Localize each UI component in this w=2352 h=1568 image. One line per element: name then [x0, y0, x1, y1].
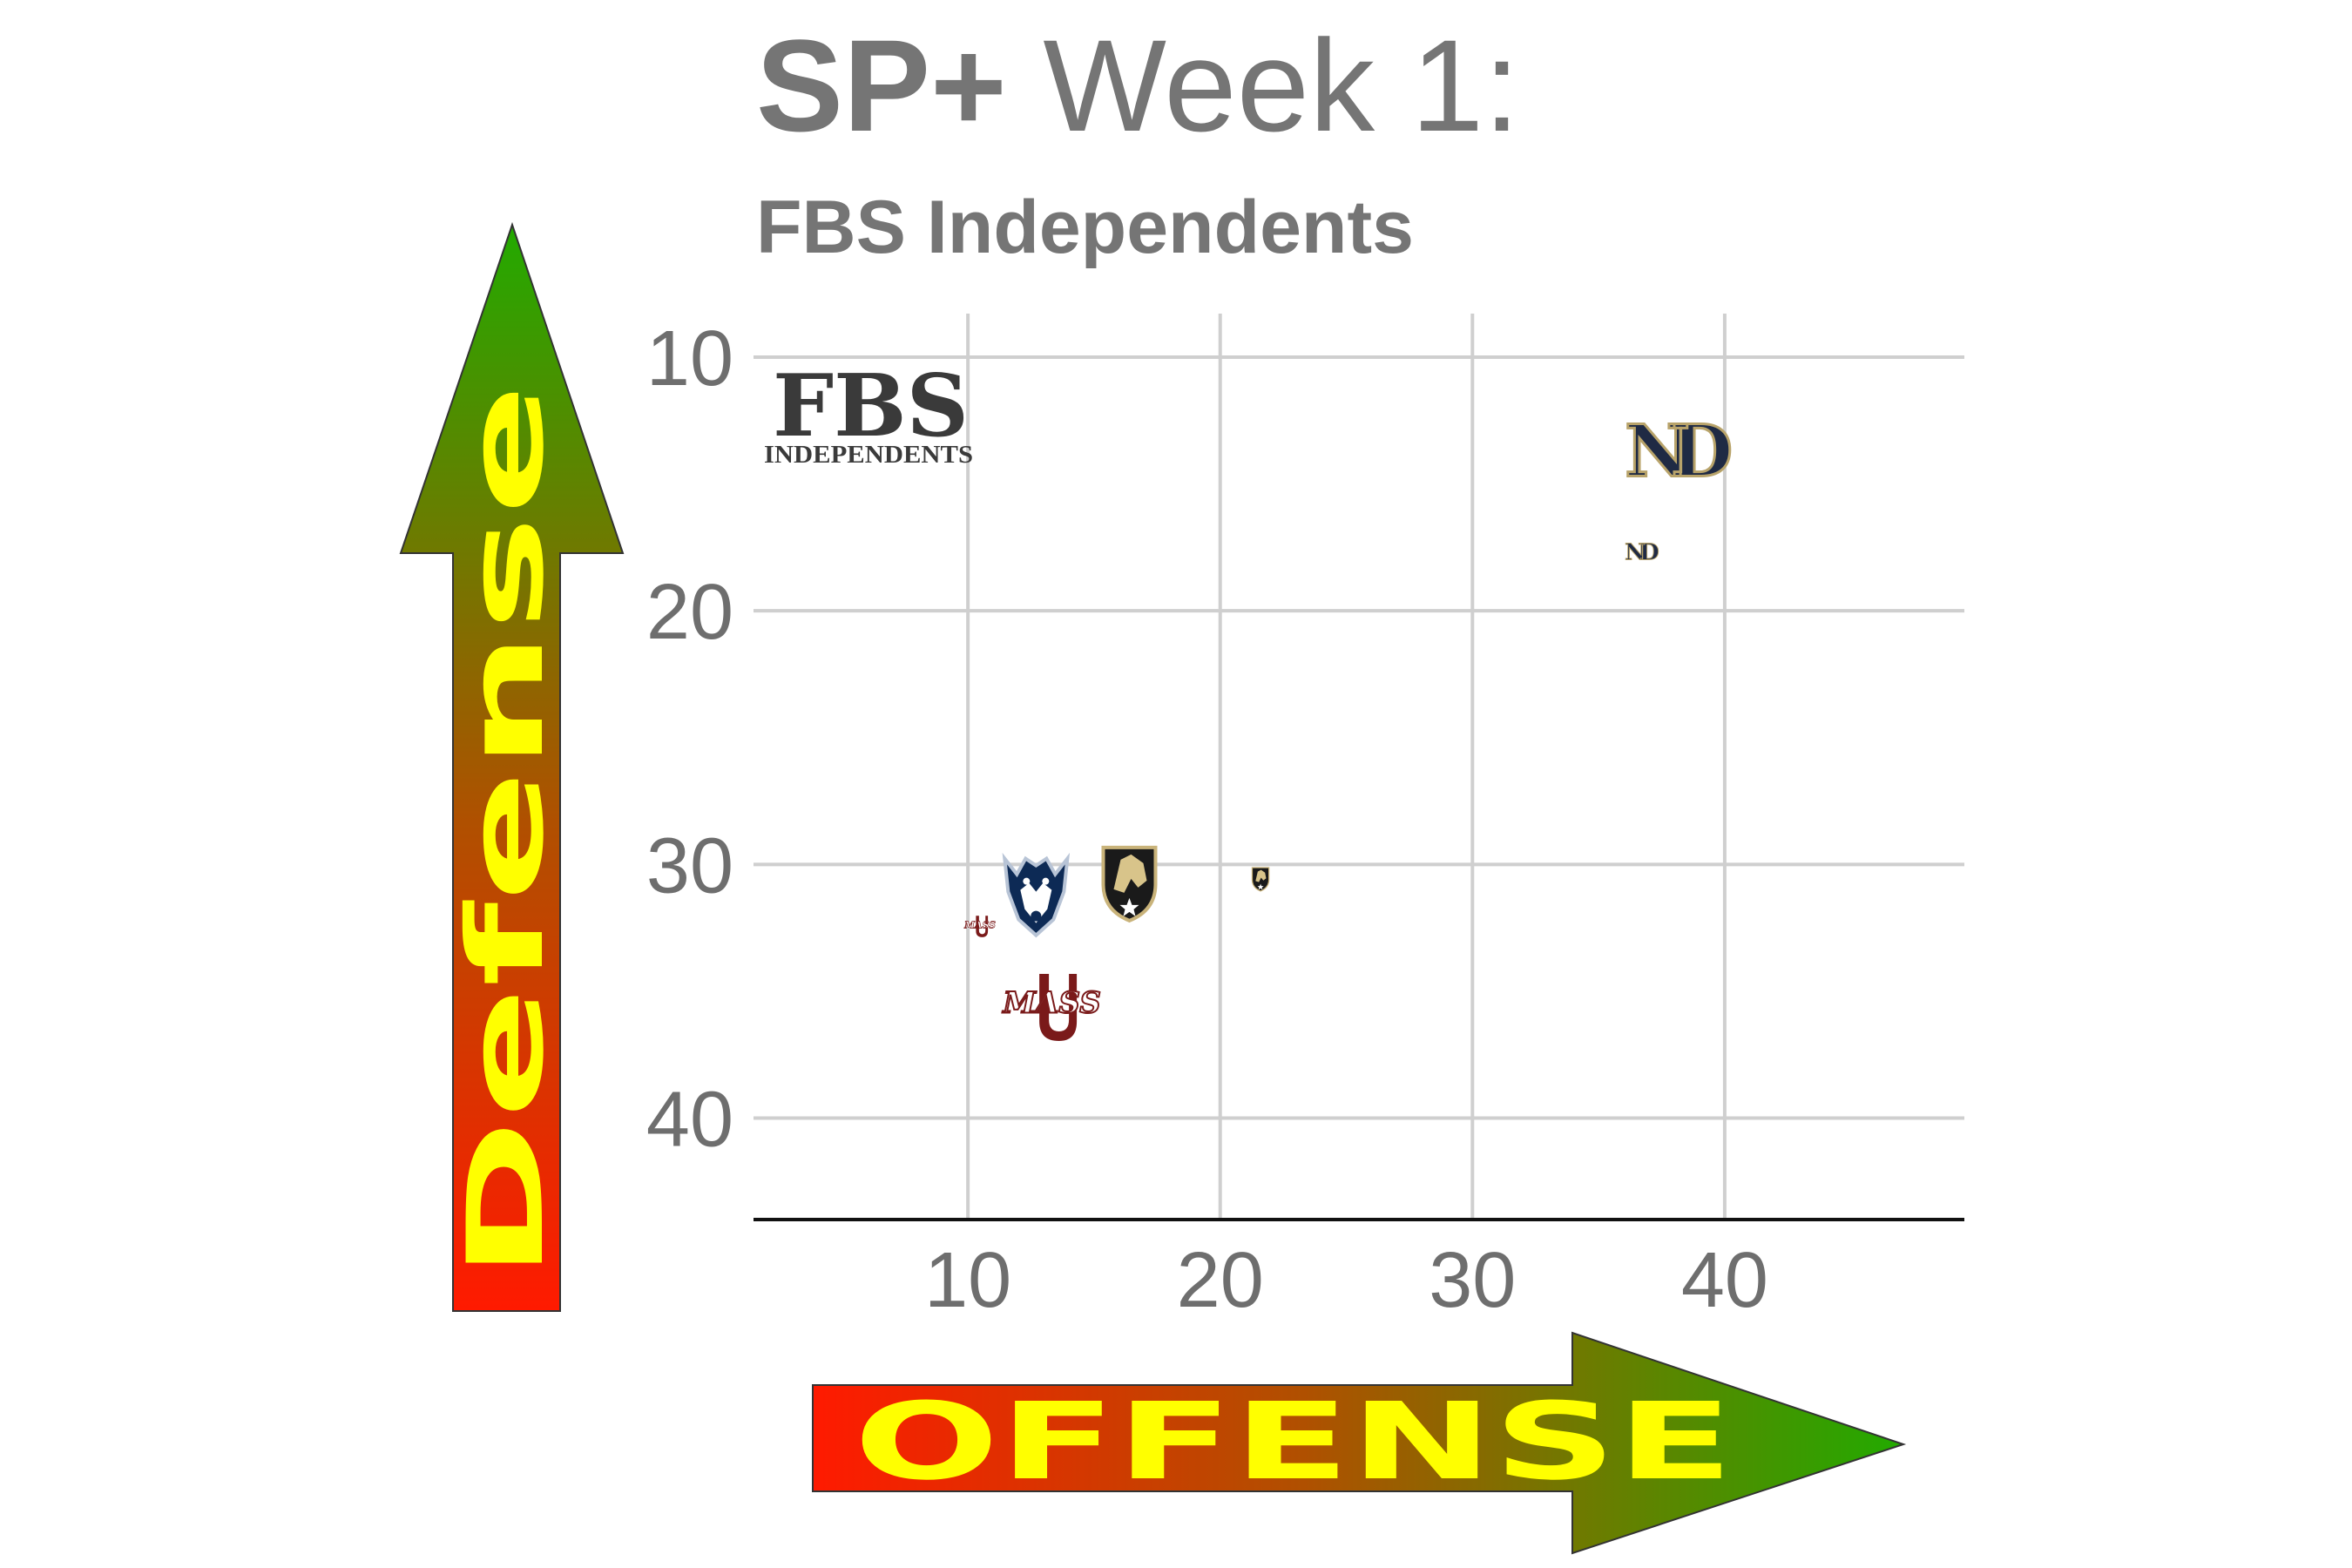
svg-text:MASS: MASS — [963, 919, 996, 930]
svg-text:ND: ND — [1625, 410, 1730, 494]
defense-arrow-shape — [399, 221, 625, 1312]
chart-title-rest: Week 1: — [1007, 12, 1520, 159]
y-tick-label: 40 — [646, 1077, 733, 1164]
y-tick-label: 20 — [646, 569, 733, 656]
point-army-knight-icon — [1251, 867, 1270, 892]
chart-title: SP+ Week 1: — [756, 12, 1520, 159]
chart-title-bold: SP+ — [756, 12, 1007, 159]
svg-text:MASS: MASS — [1002, 986, 1100, 1021]
point-umass-icon: MASS — [1001, 971, 1102, 1044]
point-army-knight-icon — [1101, 845, 1158, 923]
point-nd-monogram-icon: ND — [1625, 538, 1666, 566]
point-umass-icon: MASS — [963, 915, 996, 938]
x-tick-label: 10 — [924, 1237, 1011, 1324]
chart-subtitle: FBS Independents — [756, 186, 1414, 269]
point-nd-monogram-icon: ND — [1624, 409, 1751, 495]
fbs-logo-subtext: INDEPENDENTS — [764, 441, 973, 469]
defense-arrow-label: Defense — [446, 383, 567, 1281]
fbs-logo-text: FBS — [773, 356, 969, 456]
x-tick-label: 20 — [1177, 1237, 1264, 1324]
point-husky-icon — [1002, 852, 1071, 938]
tick-labels: 10 20 30 40 10 20 30 40 — [646, 315, 1768, 1324]
svg-text:ND: ND — [1625, 539, 1659, 566]
defense-arrow: Defense — [399, 221, 625, 1312]
grid-lines — [754, 314, 1964, 1220]
offense-arrow: OFFENSE — [812, 1331, 1907, 1555]
offense-arrow-label: OFFENSE — [854, 1380, 1734, 1504]
y-tick-label: 10 — [646, 315, 733, 402]
x-tick-label: 30 — [1429, 1237, 1516, 1324]
fbs-independents-logo: FBS INDEPENDENTS — [764, 356, 973, 469]
x-tick-label: 40 — [1681, 1237, 1768, 1324]
offense-arrow-shape — [812, 1331, 1907, 1555]
y-tick-label: 30 — [646, 822, 733, 909]
data-points: ND ND MASS MASS — [963, 409, 1751, 1044]
